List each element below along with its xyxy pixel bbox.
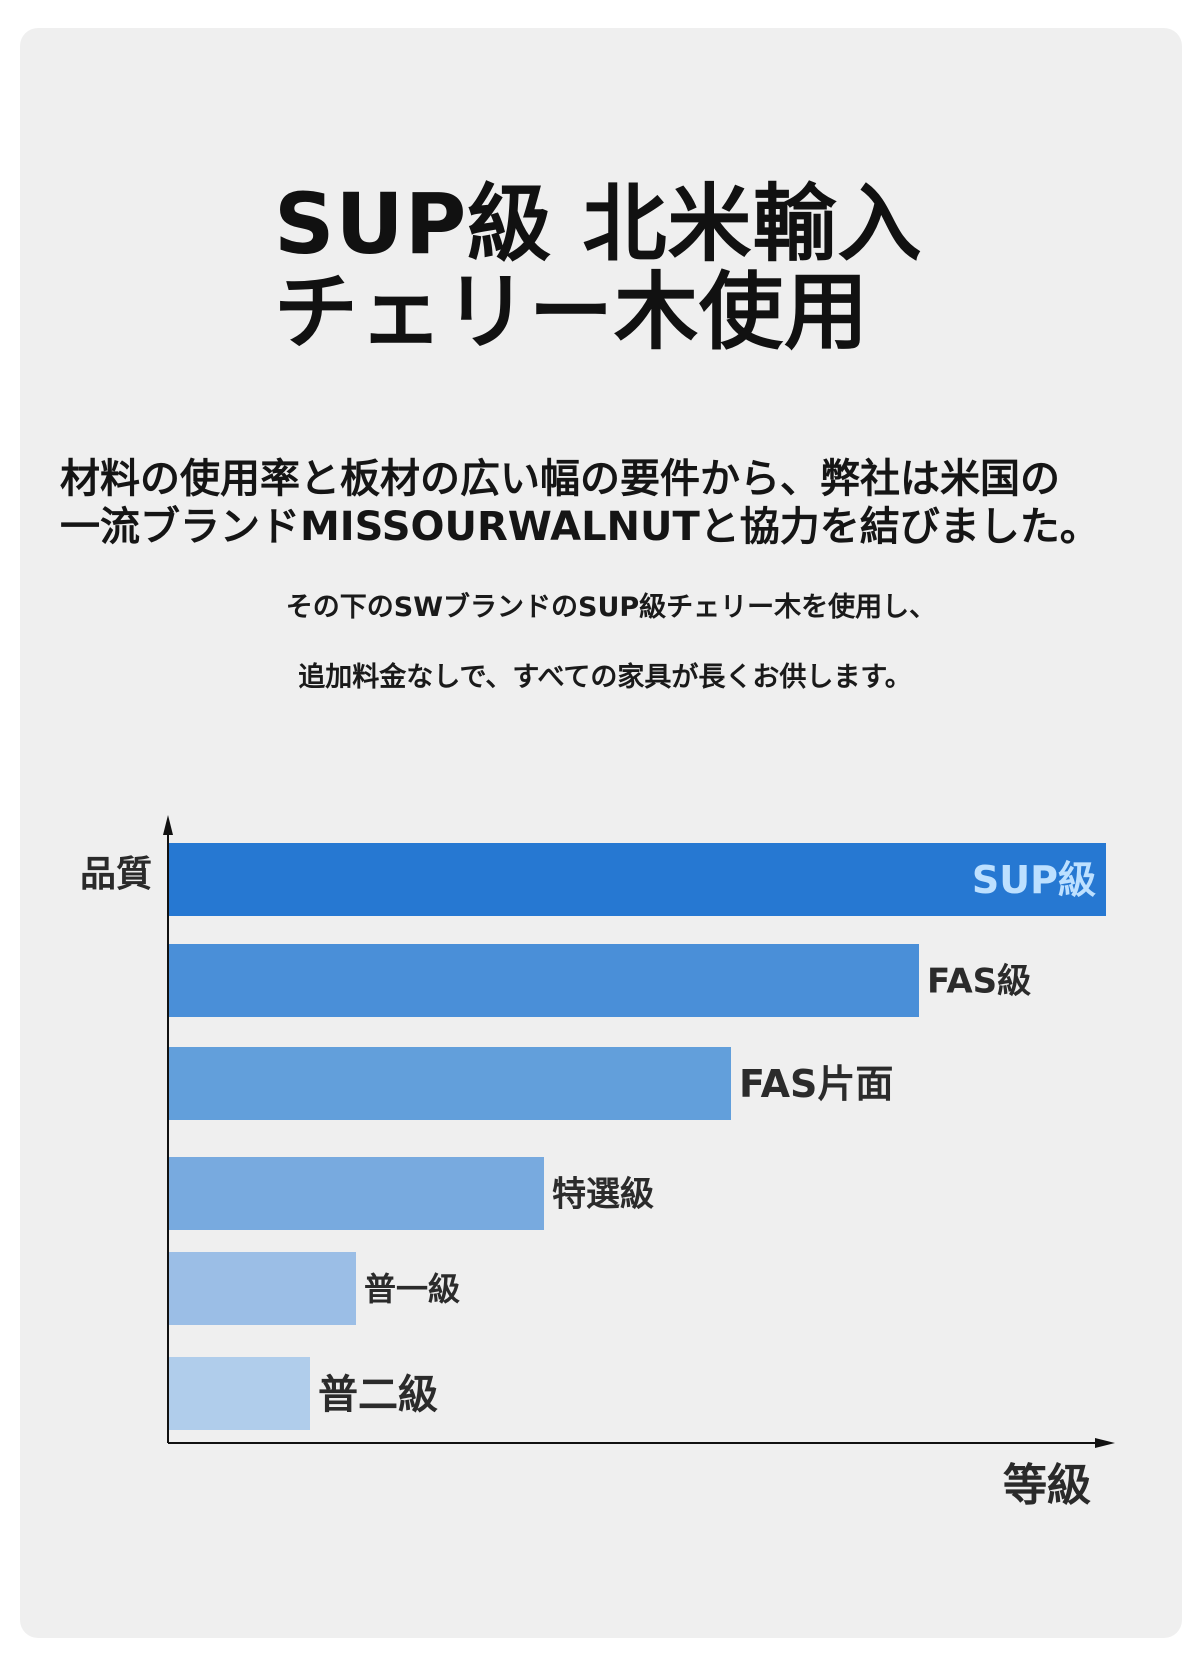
x-axis-label: 等級 [1003, 1460, 1091, 1511]
subtext-line-1: その下のSWブランドのSUP級チェリー木を使用し、 [285, 592, 937, 623]
bar-5 [169, 1252, 356, 1325]
x-axis-arrow [1095, 1438, 1115, 1448]
bar-1 [169, 843, 1106, 916]
y-axis-label: 品質 [80, 854, 152, 895]
bar-label-2: FAS級 [927, 962, 1031, 1002]
bar-label-3: FAS片面 [739, 1062, 893, 1106]
lead-paragraph: 材料の使用率と板材の広い幅の要件から、弊社は米国の 一流ブランドMISSOURW… [60, 455, 1170, 551]
bar-label-5: 普一級 [364, 1270, 460, 1308]
bar-2 [169, 944, 919, 1017]
bar-label-1: SUP級 [972, 858, 1096, 902]
title-line-2: チェリー木使用 [274, 263, 870, 361]
page-title: SUP級 北米輸入 チェリー木使用 [274, 175, 923, 361]
lead-line-1: 材料の使用率と板材の広い幅の要件から、弊社は米国の [60, 456, 1060, 502]
bar-4 [169, 1157, 544, 1230]
title-line-1: SUP級 北米輸入 [274, 175, 923, 273]
bar-label-6: 普二級 [318, 1372, 438, 1418]
bar-label-4: 特選級 [552, 1175, 654, 1215]
subtext-line-2: 追加料金なしで、すべての家具が長くお供します。 [298, 662, 912, 693]
y-axis-arrow [163, 815, 173, 835]
bar-3 [169, 1047, 731, 1120]
bar-6 [169, 1357, 310, 1430]
lead-line-2: 一流ブランドMISSOURWALNUTと協力を結びました。 [60, 504, 1100, 550]
